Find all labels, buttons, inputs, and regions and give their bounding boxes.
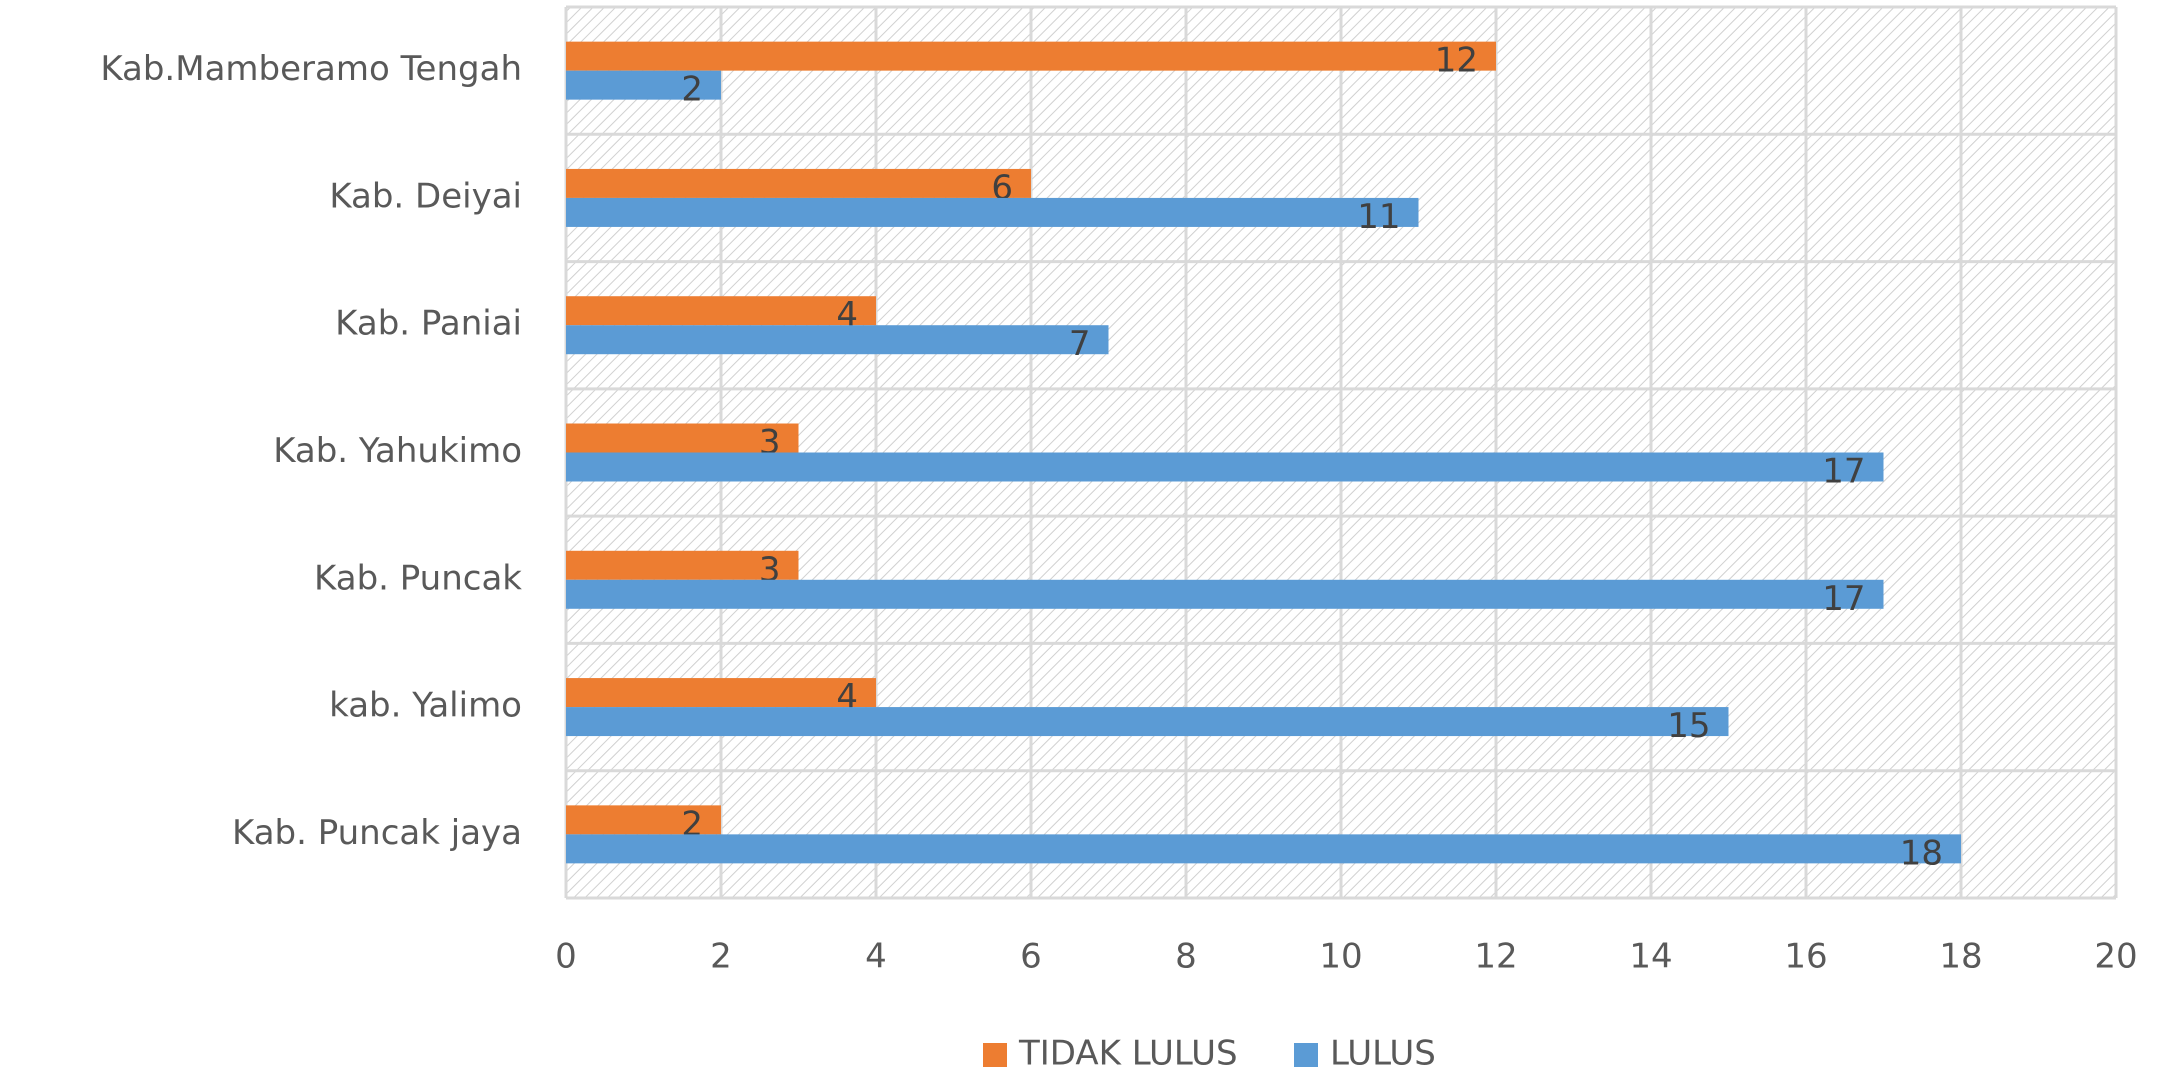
bar [566,296,876,326]
legend-swatch [983,1043,1007,1067]
bar [566,452,1884,482]
x-tick-label: 8 [1175,937,1197,977]
bar [566,197,1419,227]
x-tick-label: 2 [710,937,732,977]
bar [566,707,1729,737]
data-label: 17 [1822,452,1865,492]
x-tick-label: 18 [1939,937,1982,977]
x-tick-label: 0 [555,937,577,977]
bar [566,325,1109,355]
bar [566,579,1884,609]
data-label: 15 [1667,706,1710,746]
x-tick-label: 12 [1474,937,1517,977]
y-tick-label: Kab. Puncak jaya [232,813,522,853]
data-label: 2 [681,70,703,110]
bar [566,41,1496,71]
y-tick-label: kab. Yalimo [329,686,522,726]
legend-label: LULUS [1330,1034,1436,1074]
y-tick-label: Kab. Deiyai [329,176,522,216]
bar [566,834,1961,864]
data-label: 18 [1900,833,1943,873]
bar [566,168,1031,198]
legend-label: TIDAK LULUS [1018,1034,1238,1074]
y-tick-label: Kab. Paniai [335,304,522,344]
data-label: 7 [1069,324,1091,364]
data-label: 12 [1435,41,1478,81]
data-label: 11 [1357,197,1400,237]
bar [566,550,799,580]
x-tick-label: 10 [1319,937,1362,977]
x-tick-label: 6 [1020,937,1042,977]
y-tick-label: Kab. Yahukimo [273,431,522,471]
data-label: 17 [1822,579,1865,619]
x-tick-label: 20 [2094,937,2137,977]
y-tick-label: Kab.Mamberamo Tengah [100,49,522,89]
x-tick-label: 4 [865,937,887,977]
bar [566,678,876,708]
x-tick-label: 14 [1629,937,1672,977]
bar [566,805,721,835]
legend-swatch [1294,1043,1318,1067]
bar [566,423,799,453]
x-tick-label: 16 [1784,937,1827,977]
y-tick-label: Kab. Puncak [314,558,522,598]
bar [566,70,721,100]
